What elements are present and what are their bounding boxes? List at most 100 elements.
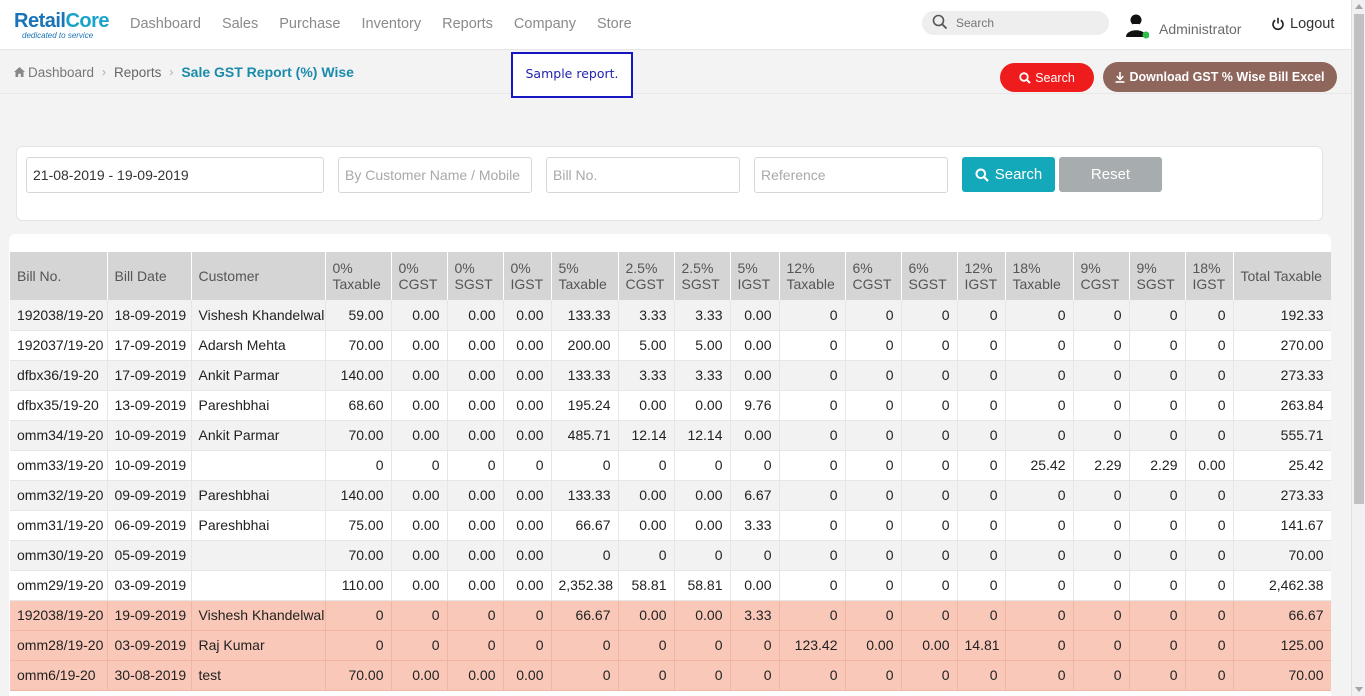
table-cell: 70.00 <box>1233 660 1331 691</box>
table-cell: omm6/19-20 <box>10 660 108 691</box>
header-search-button[interactable]: Search <box>1000 63 1094 92</box>
table-row[interactable]: dfbx36/19-20 17-09-2019 Ankit Parmar 140.00… <box>10 360 1331 391</box>
page-scrollbar[interactable] <box>1351 0 1365 696</box>
column-header[interactable]: Bill Date <box>107 252 192 300</box>
scrollbar-thumb[interactable] <box>1354 14 1364 504</box>
table-row[interactable]: omm33/19-20 10-09-2019 0 0 0 0 0 0 0 0 0 0 0 0 25.42 2.… <box>10 450 1331 481</box>
download-excel-button[interactable]: Download GST % Wise Bill Excel <box>1103 62 1337 92</box>
table-row[interactable]: omm34/19-20 10-09-2019 Ankit Parmar 70.00 0.… <box>10 420 1331 451</box>
table-cell: 200.00 <box>551 330 619 361</box>
table-row[interactable]: 192038/19-20 18-09-2019 Vishesh Khandelwal… <box>10 300 1331 331</box>
table-cell: 133.33 <box>551 360 619 391</box>
table-cell: 0.00 <box>391 540 448 571</box>
table-cell: 0.00 <box>674 600 731 631</box>
user-menu[interactable]: Administrator <box>1125 13 1241 44</box>
table-cell: 5.00 <box>618 330 675 361</box>
column-header[interactable]: 5% IGST <box>730 252 780 300</box>
table-cell: 0.00 <box>503 360 552 391</box>
column-header[interactable]: 5% Taxable <box>551 252 619 300</box>
table-cell: 0 <box>957 540 1006 571</box>
table-row[interactable]: dfbx35/19-20 13-09-2019 Pareshbhai 68.60 0.0… <box>10 390 1331 421</box>
table-row[interactable]: omm30/19-20 05-09-2019 70.00 0.00 0.00 0.00 0 0… <box>10 540 1331 571</box>
column-header-text: 12% <box>964 260 993 276</box>
table-cell: 0.00 <box>503 300 552 331</box>
table-cell: 0 <box>845 390 902 421</box>
table-cell: 0.00 <box>503 540 552 571</box>
table-cell: 3.33 <box>730 600 780 631</box>
nav-store[interactable]: Store <box>596 16 632 32</box>
reset-button[interactable]: Reset <box>1059 157 1162 192</box>
table-row[interactable]: 192037/19-20 17-09-2019 Adarsh Mehta 70.00 0… <box>10 330 1331 361</box>
column-header-text: IGST <box>964 276 998 292</box>
customer-search-input[interactable] <box>338 157 532 193</box>
table-cell: 192038/19-20 <box>10 300 108 331</box>
table-cell: 555.71 <box>1233 420 1331 451</box>
column-header-text: SGST <box>908 276 947 292</box>
column-header[interactable]: 9% SGST <box>1129 252 1186 300</box>
table-cell: 5.00 <box>674 330 731 361</box>
column-header[interactable]: 18% IGST <box>1185 252 1234 300</box>
breadcrumb-reports[interactable]: Reports <box>114 64 162 80</box>
scroll-up-icon[interactable] <box>1355 4 1363 9</box>
table-row[interactable]: omm29/19-20 03-09-2019 110.00 0.00 0.00 0.00 2… <box>10 570 1331 601</box>
column-header[interactable]: Total Taxable <box>1233 252 1331 300</box>
table-cell: 0 <box>957 360 1006 391</box>
nav-dashboard[interactable]: Dashboard <box>130 16 201 32</box>
table-cell: 0.00 <box>730 360 780 391</box>
table-cell: 0 <box>845 540 902 571</box>
column-header[interactable]: 6% CGST <box>845 252 902 300</box>
table-cell: 0.00 <box>618 510 675 541</box>
date-range-input[interactable] <box>26 157 324 193</box>
bill-no-input[interactable] <box>546 157 740 193</box>
column-header[interactable]: 12% Taxable <box>779 252 846 300</box>
table-row[interactable]: omm28/19-20 03-09-2019 Raj Kumar 0 0 0 0 0 0 0 0 12… <box>10 630 1331 661</box>
breadcrumb-separator-icon: › <box>102 65 107 79</box>
column-header[interactable]: 9% CGST <box>1073 252 1130 300</box>
column-header[interactable]: 2.5% SGST <box>674 252 731 300</box>
nav-sales[interactable]: Sales <box>221 16 259 32</box>
table-cell: 0 <box>503 630 552 661</box>
reference-input[interactable] <box>754 157 948 193</box>
scroll-down-icon[interactable] <box>1355 687 1363 692</box>
column-header[interactable]: 0% Taxable <box>325 252 392 300</box>
brand-logo[interactable]: RetailCore dedicated to service <box>14 10 110 40</box>
column-header[interactable]: 0% CGST <box>391 252 448 300</box>
column-header[interactable]: 0% IGST <box>503 252 552 300</box>
table-cell: 03-09-2019 <box>107 630 192 661</box>
table-cell: 0 <box>1185 570 1234 601</box>
table-cell: 0 <box>1073 630 1130 661</box>
table-row[interactable]: 192038/19-20 19-09-2019 Vishesh Khandelwal… <box>10 600 1331 631</box>
table-cell: 0 <box>901 570 958 601</box>
global-search-input[interactable] <box>956 13 1096 33</box>
table-cell: 0 <box>845 600 902 631</box>
table-row[interactable]: omm31/19-20 06-09-2019 Pareshbhai 75.00 0.00… <box>10 510 1331 541</box>
breadcrumb-home[interactable]: Dashboard <box>14 65 94 80</box>
filter-search-button[interactable]: Search <box>962 157 1055 192</box>
nav-company[interactable]: Company <box>513 16 576 32</box>
column-header[interactable]: 12% IGST <box>957 252 1006 300</box>
table-row[interactable]: omm32/19-20 09-09-2019 Pareshbhai 140.00 0.0… <box>10 480 1331 511</box>
table-cell: 0 <box>1005 420 1074 451</box>
nav-reports[interactable]: Reports <box>442 16 493 32</box>
column-header[interactable]: Bill No. <box>10 252 108 300</box>
table-cell: 0 <box>551 660 619 691</box>
nav-inventory[interactable]: Inventory <box>361 16 422 32</box>
table-cell: 0 <box>1005 630 1074 661</box>
table-cell: 0 <box>503 600 552 631</box>
column-header[interactable]: 2.5% CGST <box>618 252 675 300</box>
column-header[interactable]: 18% Taxable <box>1005 252 1074 300</box>
table-row[interactable]: omm6/19-20 30-08-2019 test 70.00 0.00 0.00 0.0… <box>10 660 1331 691</box>
table-cell: 0 <box>1185 330 1234 361</box>
table-cell: 270.00 <box>1233 330 1331 361</box>
column-header[interactable]: Customer <box>191 252 326 300</box>
table-cell: 133.33 <box>551 480 619 511</box>
nav-purchase[interactable]: Purchase <box>279 16 341 32</box>
sample-report-note: Sample report. <box>511 52 633 98</box>
column-header[interactable]: 6% SGST <box>901 252 958 300</box>
table-cell: 0 <box>1073 390 1130 421</box>
table-cell: 0.00 <box>674 480 731 511</box>
table-cell: 0 <box>845 480 902 511</box>
table-cell: 0 <box>325 450 392 481</box>
logout-button[interactable]: Logout <box>1271 16 1334 32</box>
column-header[interactable]: 0% SGST <box>447 252 504 300</box>
